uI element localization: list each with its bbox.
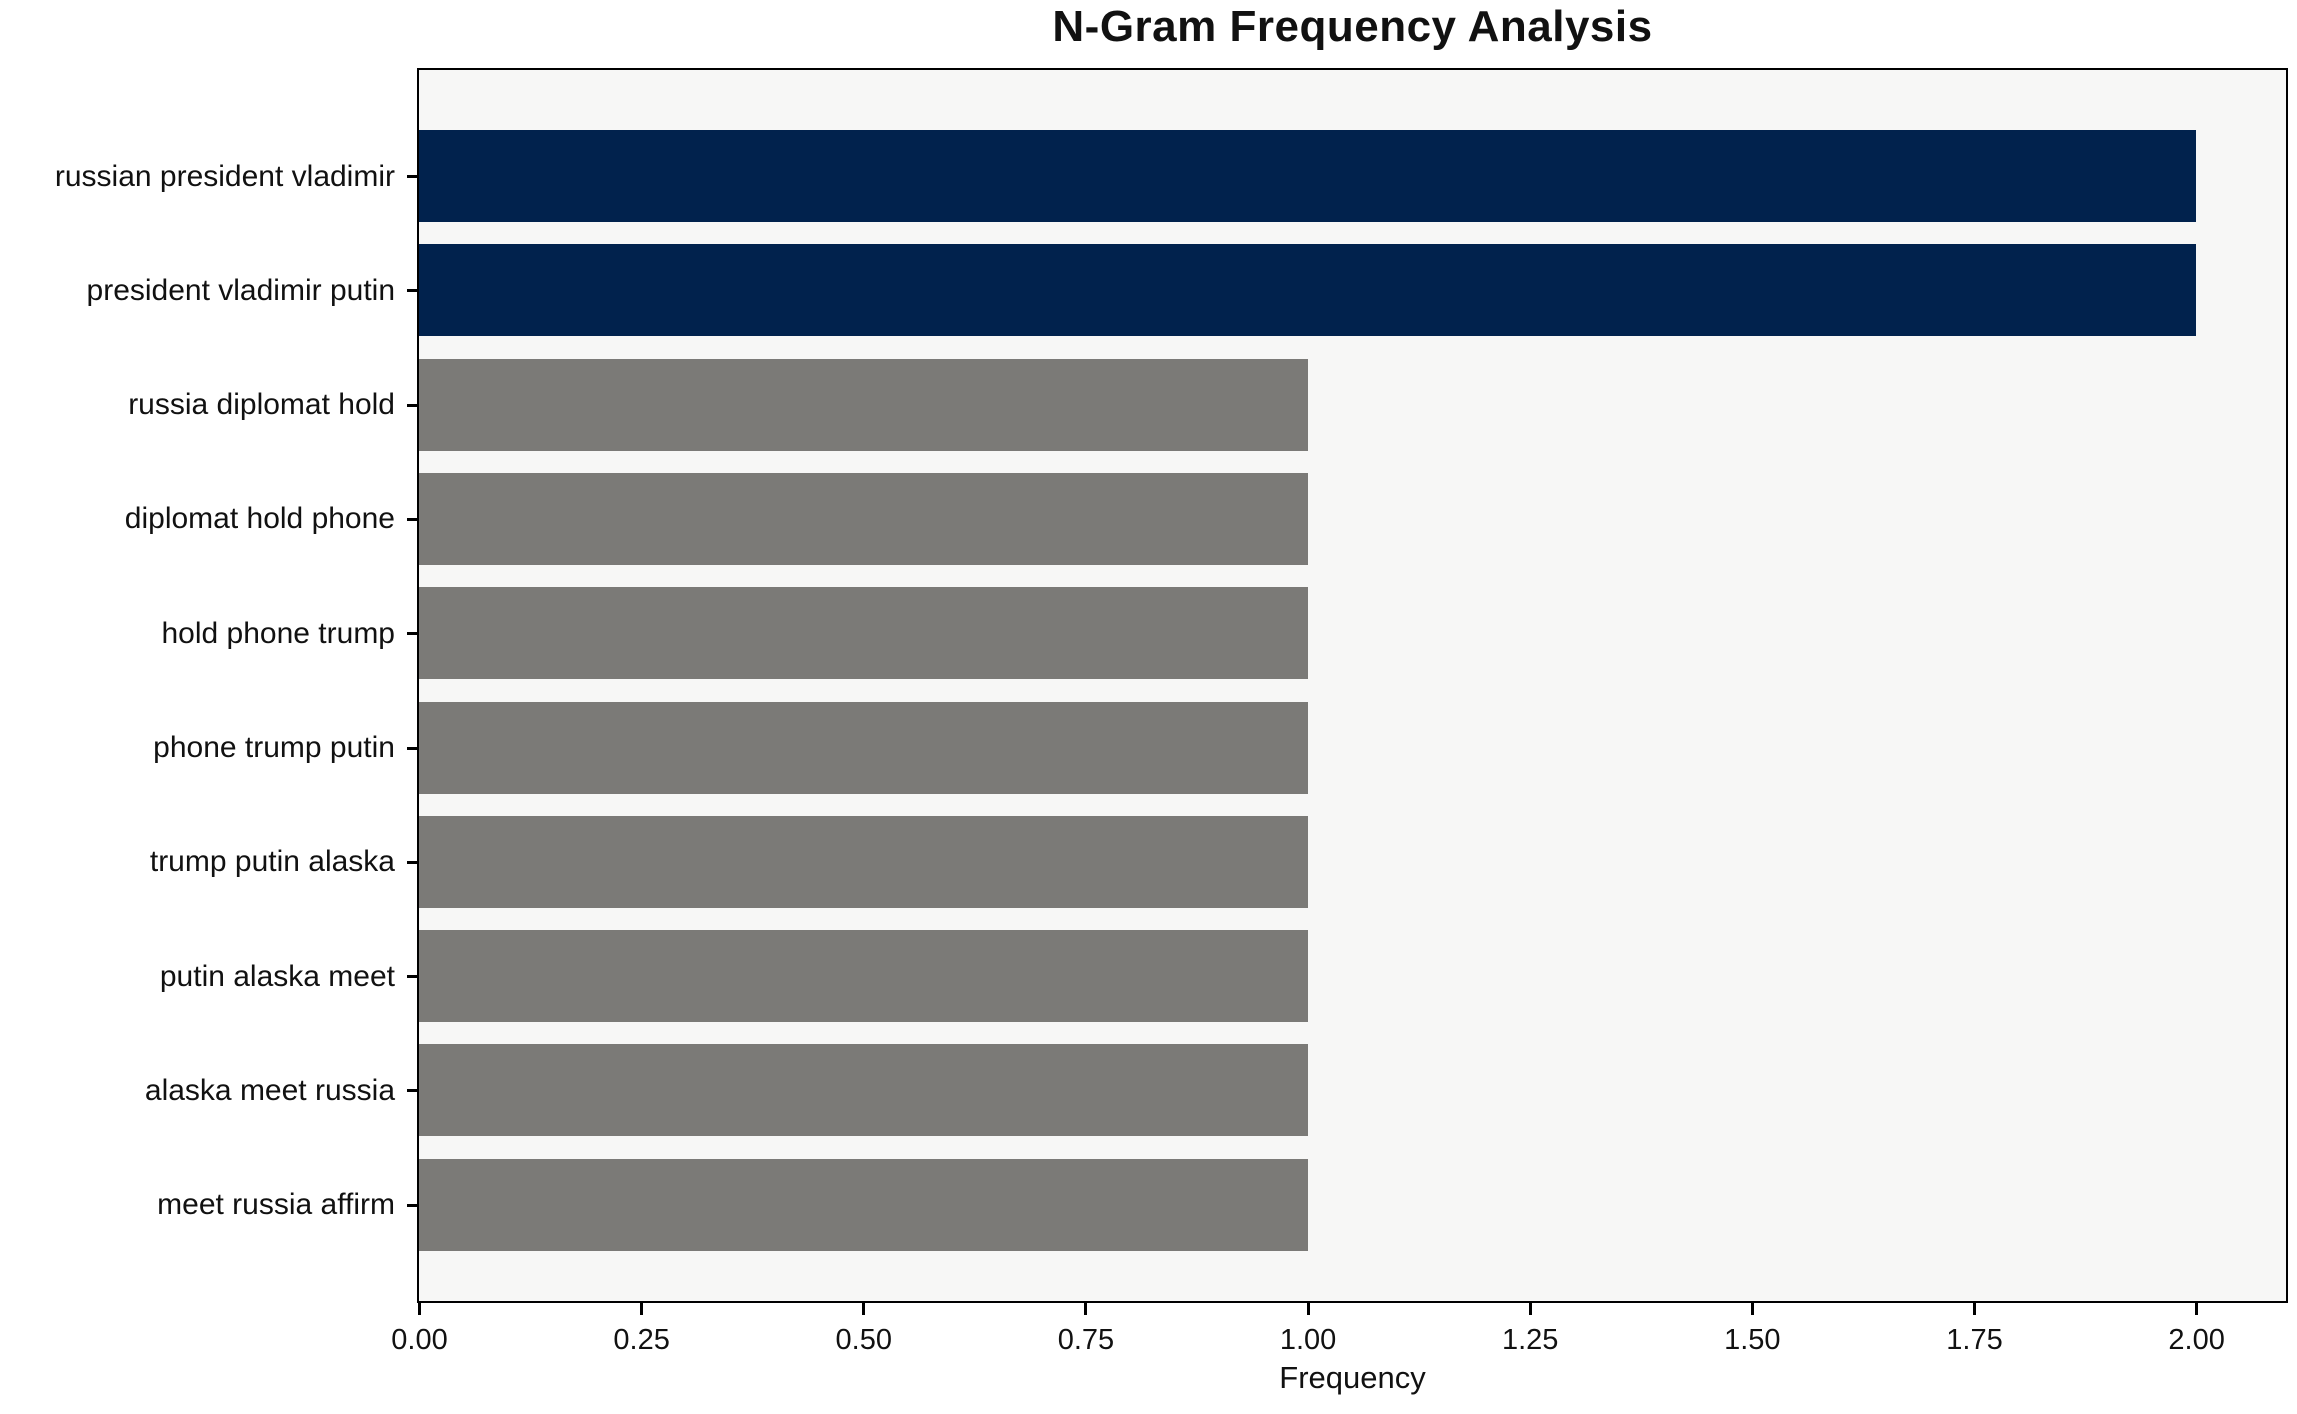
bar xyxy=(419,244,2197,337)
y-tick-mark xyxy=(407,289,417,293)
bar xyxy=(419,130,2197,222)
x-tick-mark xyxy=(1973,1303,1976,1315)
x-tick-mark xyxy=(1084,1303,1088,1315)
y-tick-label: russia diplomat hold xyxy=(128,388,395,422)
y-tick-label: putin alaska meet xyxy=(159,959,395,993)
x-tick-mark xyxy=(1750,1303,1754,1315)
x-tick-label: 1.00 xyxy=(1279,1324,1337,1356)
y-tick-label: meet russia affirm xyxy=(157,1188,395,1222)
y-tick-label: hold phone trump xyxy=(161,616,396,650)
x-axis-title: Frequency xyxy=(1279,1360,1426,1395)
y-tick-mark xyxy=(407,1089,417,1093)
y-tick-label: trump putin alaska xyxy=(149,845,395,879)
x-tick-mark xyxy=(1528,1303,1532,1315)
x-tick-mark xyxy=(1306,1303,1310,1315)
bar xyxy=(419,472,1308,565)
x-tick-label: 1.50 xyxy=(1724,1324,1781,1356)
chart-title: N-Gram Frequency Analysis xyxy=(1052,2,1653,51)
x-tick-label: 2.00 xyxy=(2168,1324,2225,1356)
y-tick-mark xyxy=(407,632,417,636)
x-tick-label: 1.75 xyxy=(1946,1324,2003,1356)
y-tick-label: diplomat hold phone xyxy=(124,502,395,536)
x-tick-label: 0.50 xyxy=(835,1324,893,1356)
bar xyxy=(419,1158,1308,1251)
x-tick-label: 1.25 xyxy=(1501,1324,1559,1356)
y-tick-mark xyxy=(407,746,417,750)
x-tick-label: 0.25 xyxy=(613,1324,670,1356)
bar xyxy=(419,701,1308,794)
x-tick-mark xyxy=(418,1303,421,1315)
y-tick-mark xyxy=(407,1203,417,1207)
y-tick-mark xyxy=(407,517,417,521)
x-tick-mark xyxy=(862,1303,866,1315)
y-tick-label: russian president vladimir xyxy=(54,159,395,193)
y-tick-label: alaska meet russia xyxy=(144,1073,395,1107)
x-tick-mark xyxy=(2195,1303,2199,1315)
y-tick-mark xyxy=(407,175,417,178)
plot-area xyxy=(417,68,2288,1303)
x-tick-label: 0.00 xyxy=(391,1324,448,1356)
y-tick-mark xyxy=(407,860,417,864)
y-tick-mark xyxy=(407,975,417,979)
bar xyxy=(419,587,1308,680)
bar xyxy=(419,358,1308,451)
bar xyxy=(419,930,1308,1023)
x-tick-label: 0.75 xyxy=(1057,1324,1115,1356)
y-tick-label: phone trump putin xyxy=(153,731,395,764)
bar xyxy=(419,1044,1308,1137)
y-tick-label: president vladimir putin xyxy=(86,273,395,307)
bar xyxy=(419,815,1308,908)
y-tick-mark xyxy=(407,403,417,407)
x-tick-mark xyxy=(640,1303,644,1315)
